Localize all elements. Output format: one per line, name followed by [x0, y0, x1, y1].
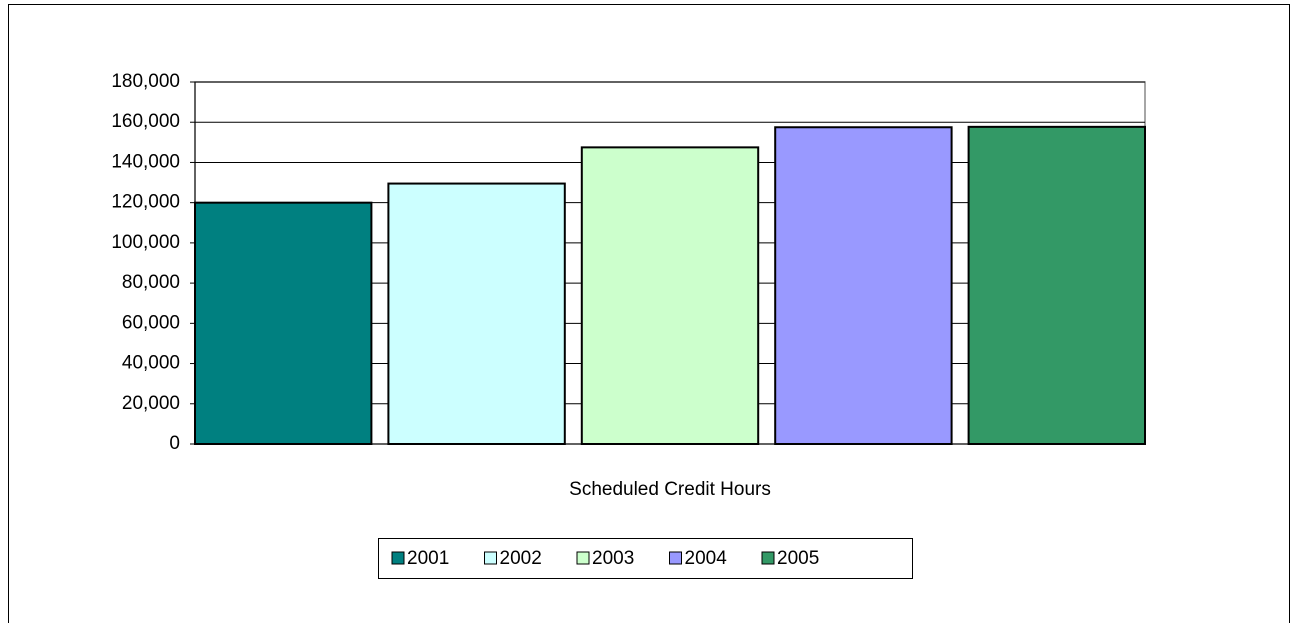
legend-label: 2004 [685, 548, 728, 569]
legend-swatch [391, 551, 405, 565]
y-tick-label: 20,000 [122, 393, 180, 414]
y-tick-label: 120,000 [111, 192, 180, 213]
legend-swatch [761, 551, 775, 565]
bar [387, 182, 566, 446]
legend-swatch [576, 551, 590, 565]
bar [967, 125, 1146, 445]
legend-box [378, 538, 913, 579]
y-tick-label: 180,000 [111, 71, 180, 92]
bar [194, 201, 373, 445]
bar [580, 146, 760, 445]
legend-label: 2005 [777, 548, 819, 569]
y-tick-label: 80,000 [122, 272, 180, 293]
x-axis-category: Scheduled Credit Hours [569, 479, 771, 500]
y-tick-label: 100,000 [111, 232, 180, 253]
y-tick-label: 140,000 [111, 151, 180, 172]
legend-label: 2002 [500, 548, 542, 569]
legend-label: 2003 [592, 548, 634, 569]
legend-label: 2001 [407, 548, 449, 569]
legend-swatch [484, 551, 497, 565]
y-tick-label: 160,000 [111, 111, 180, 132]
legend-swatch [669, 551, 682, 565]
y-tick-label: 60,000 [122, 312, 180, 333]
bar [774, 126, 953, 445]
y-tick-label: 0 [169, 433, 180, 454]
y-tick-label: 40,000 [122, 353, 180, 374]
